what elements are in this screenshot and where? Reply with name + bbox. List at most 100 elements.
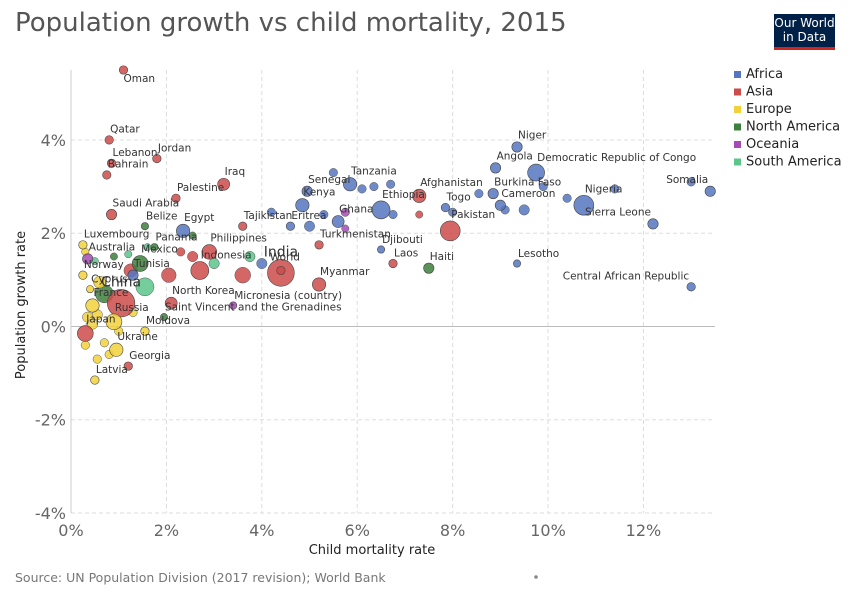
data-point[interactable] bbox=[92, 354, 102, 364]
data-point[interactable] bbox=[256, 258, 268, 269]
data-point[interactable] bbox=[448, 207, 458, 217]
data-point[interactable] bbox=[266, 207, 276, 217]
data-point[interactable] bbox=[494, 199, 506, 211]
data-point[interactable] bbox=[386, 179, 396, 189]
legend-item[interactable]: Oceania bbox=[746, 137, 799, 152]
data-point[interactable] bbox=[160, 313, 168, 322]
data-point[interactable] bbox=[647, 218, 659, 230]
data-point[interactable] bbox=[107, 289, 136, 318]
data-point[interactable] bbox=[377, 245, 386, 254]
data-point[interactable] bbox=[80, 340, 90, 350]
data-point[interactable] bbox=[412, 188, 427, 203]
data-point[interactable] bbox=[208, 258, 220, 269]
point-label: Indonesia bbox=[201, 250, 252, 262]
point-label: Philippines bbox=[210, 233, 267, 245]
legend-item[interactable]: South America bbox=[746, 155, 842, 170]
data-point[interactable] bbox=[131, 255, 149, 272]
data-point[interactable] bbox=[135, 277, 155, 297]
data-point[interactable] bbox=[90, 375, 100, 385]
data-point[interactable] bbox=[686, 177, 696, 187]
data-point[interactable] bbox=[513, 259, 522, 268]
legend-item[interactable]: Asia bbox=[746, 85, 773, 100]
data-point[interactable] bbox=[573, 194, 595, 216]
data-point[interactable] bbox=[140, 222, 149, 231]
data-point[interactable] bbox=[357, 184, 367, 194]
data-point[interactable] bbox=[238, 221, 248, 231]
data-point[interactable] bbox=[171, 193, 181, 203]
data-point[interactable] bbox=[107, 158, 117, 168]
data-point[interactable] bbox=[538, 182, 548, 192]
data-point[interactable] bbox=[610, 184, 620, 194]
data-point[interactable] bbox=[487, 188, 499, 200]
data-point[interactable] bbox=[86, 285, 95, 294]
data-point[interactable] bbox=[511, 141, 523, 153]
logo[interactable]: Our World in Data bbox=[774, 14, 835, 50]
logo-line-2: in Data bbox=[782, 30, 827, 44]
data-point[interactable] bbox=[312, 277, 327, 292]
data-point[interactable] bbox=[93, 275, 106, 289]
data-point[interactable] bbox=[152, 154, 162, 164]
data-point[interactable] bbox=[161, 267, 177, 283]
data-point[interactable] bbox=[341, 224, 350, 233]
data-point[interactable] bbox=[176, 223, 191, 238]
data-point[interactable] bbox=[188, 231, 197, 240]
legend-item[interactable]: Africa bbox=[746, 67, 783, 82]
x-tick-label: 10% bbox=[530, 521, 566, 540]
data-point[interactable] bbox=[369, 182, 379, 192]
data-point[interactable] bbox=[518, 204, 530, 216]
y-axis-title: Population growth rate bbox=[14, 231, 29, 379]
data-point[interactable] bbox=[276, 265, 286, 276]
data-point[interactable] bbox=[127, 269, 139, 281]
data-point[interactable] bbox=[314, 240, 324, 250]
data-point[interactable] bbox=[229, 301, 238, 310]
data-point[interactable] bbox=[106, 209, 118, 221]
data-point[interactable] bbox=[82, 253, 94, 265]
data-point[interactable] bbox=[124, 250, 133, 259]
data-point[interactable] bbox=[474, 189, 484, 199]
data-point[interactable] bbox=[440, 203, 451, 213]
data-point[interactable] bbox=[328, 168, 338, 178]
data-point[interactable] bbox=[562, 193, 572, 203]
data-point[interactable] bbox=[490, 162, 502, 174]
data-point[interactable] bbox=[99, 338, 109, 348]
data-point[interactable] bbox=[343, 177, 358, 192]
data-point[interactable] bbox=[150, 243, 159, 252]
data-point[interactable] bbox=[85, 298, 100, 313]
data-point[interactable] bbox=[304, 220, 315, 232]
data-point[interactable] bbox=[331, 215, 345, 228]
data-point[interactable] bbox=[285, 221, 295, 231]
data-point[interactable] bbox=[109, 342, 124, 357]
data-point[interactable] bbox=[78, 270, 88, 280]
data-point[interactable] bbox=[110, 252, 118, 261]
legend-item[interactable]: Europe bbox=[746, 102, 792, 117]
data-point[interactable] bbox=[301, 185, 313, 197]
data-point[interactable] bbox=[123, 361, 133, 371]
data-point[interactable] bbox=[244, 251, 256, 262]
data-point[interactable] bbox=[340, 207, 350, 217]
data-point[interactable] bbox=[371, 200, 391, 220]
data-point[interactable] bbox=[164, 296, 178, 310]
data-point[interactable] bbox=[187, 251, 199, 262]
data-point[interactable] bbox=[78, 240, 88, 250]
data-point[interactable] bbox=[118, 65, 129, 75]
data-point[interactable] bbox=[77, 325, 94, 342]
data-point[interactable] bbox=[415, 210, 424, 219]
data-point[interactable] bbox=[176, 247, 186, 257]
data-point[interactable] bbox=[105, 313, 123, 331]
data-point[interactable] bbox=[234, 266, 251, 284]
data-point[interactable] bbox=[104, 135, 114, 145]
data-point[interactable] bbox=[102, 170, 112, 180]
legend-item[interactable]: North America bbox=[746, 120, 840, 135]
data-point[interactable] bbox=[140, 326, 150, 336]
data-point[interactable] bbox=[527, 163, 545, 182]
data-point[interactable] bbox=[388, 258, 398, 269]
data-point[interactable] bbox=[423, 262, 435, 274]
data-point[interactable] bbox=[217, 177, 230, 191]
data-point[interactable] bbox=[704, 185, 716, 197]
data-point[interactable] bbox=[439, 220, 461, 242]
data-point[interactable] bbox=[201, 244, 217, 260]
data-point[interactable] bbox=[295, 198, 310, 213]
data-point[interactable] bbox=[190, 261, 210, 280]
data-point[interactable] bbox=[319, 210, 329, 220]
data-point[interactable] bbox=[686, 282, 696, 292]
